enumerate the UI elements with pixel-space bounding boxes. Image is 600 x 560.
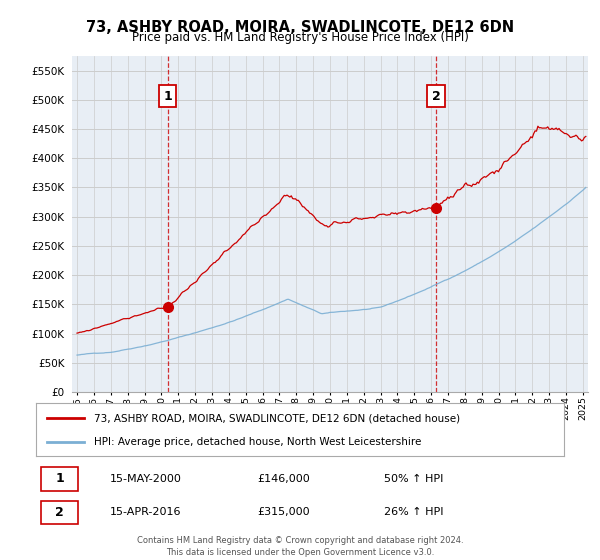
Text: HPI: Average price, detached house, North West Leicestershire: HPI: Average price, detached house, Nort… xyxy=(94,436,421,446)
Text: 26% ↑ HPI: 26% ↑ HPI xyxy=(385,507,444,517)
Text: 1: 1 xyxy=(163,90,172,103)
Text: 2: 2 xyxy=(55,506,64,519)
Text: 50% ↑ HPI: 50% ↑ HPI xyxy=(385,474,444,484)
Text: 73, ASHBY ROAD, MOIRA, SWADLINCOTE, DE12 6DN: 73, ASHBY ROAD, MOIRA, SWADLINCOTE, DE12… xyxy=(86,20,514,35)
Text: 2: 2 xyxy=(431,90,440,103)
Text: 1: 1 xyxy=(55,472,64,486)
Text: £315,000: £315,000 xyxy=(258,507,310,517)
Text: 15-APR-2016: 15-APR-2016 xyxy=(110,507,181,517)
FancyBboxPatch shape xyxy=(41,501,78,524)
Text: £146,000: £146,000 xyxy=(258,474,311,484)
Text: Contains HM Land Registry data © Crown copyright and database right 2024.
This d: Contains HM Land Registry data © Crown c… xyxy=(137,536,463,557)
FancyBboxPatch shape xyxy=(41,467,78,491)
Text: 73, ASHBY ROAD, MOIRA, SWADLINCOTE, DE12 6DN (detached house): 73, ASHBY ROAD, MOIRA, SWADLINCOTE, DE12… xyxy=(94,413,460,423)
Text: 15-MAY-2000: 15-MAY-2000 xyxy=(110,474,182,484)
Text: Price paid vs. HM Land Registry's House Price Index (HPI): Price paid vs. HM Land Registry's House … xyxy=(131,31,469,44)
